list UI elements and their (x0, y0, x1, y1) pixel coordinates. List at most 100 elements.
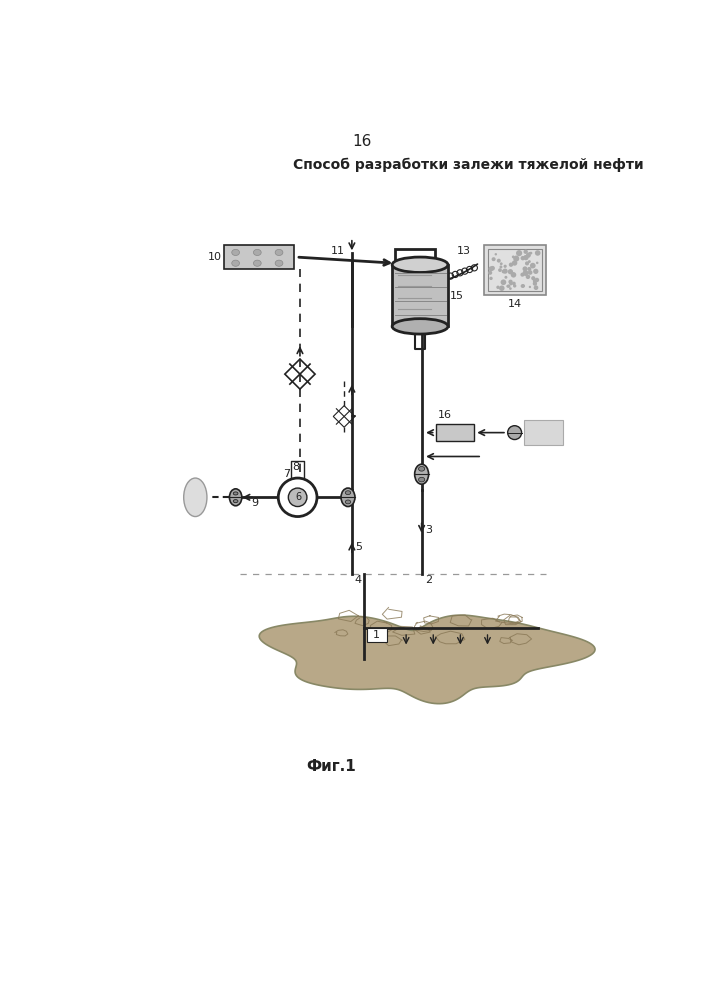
Bar (392, 265, 448, 326)
Text: 7: 7 (284, 469, 291, 479)
Circle shape (530, 252, 532, 254)
Ellipse shape (414, 464, 428, 484)
Ellipse shape (184, 478, 207, 517)
Bar (524, 420, 563, 445)
Ellipse shape (232, 260, 240, 266)
Circle shape (503, 269, 508, 274)
Text: 1: 1 (373, 630, 380, 640)
Ellipse shape (419, 477, 425, 482)
Text: 15: 15 (450, 291, 464, 301)
Circle shape (521, 284, 525, 288)
Circle shape (535, 250, 540, 256)
Circle shape (501, 279, 506, 285)
Circle shape (513, 284, 516, 288)
Circle shape (496, 286, 500, 289)
Text: Способ разработки залежи тяжелой нефти: Способ разработки залежи тяжелой нефти (293, 158, 643, 172)
Text: 2: 2 (426, 575, 433, 585)
Circle shape (527, 255, 530, 258)
Circle shape (528, 270, 532, 275)
Text: 9: 9 (252, 498, 259, 508)
Circle shape (489, 277, 493, 280)
Circle shape (516, 250, 522, 256)
Ellipse shape (230, 489, 242, 506)
Circle shape (529, 286, 531, 288)
Circle shape (533, 279, 537, 283)
Circle shape (491, 257, 496, 261)
Text: 10: 10 (208, 252, 222, 262)
Circle shape (509, 263, 513, 267)
Text: 6: 6 (296, 492, 301, 502)
Circle shape (533, 281, 537, 286)
Circle shape (506, 285, 509, 288)
Ellipse shape (232, 249, 240, 256)
Circle shape (502, 270, 506, 273)
Circle shape (512, 282, 515, 285)
Circle shape (279, 478, 317, 517)
Circle shape (499, 285, 505, 291)
Bar (436, 424, 474, 441)
Circle shape (534, 278, 539, 282)
Circle shape (526, 253, 531, 258)
Circle shape (510, 272, 516, 278)
Ellipse shape (392, 319, 448, 334)
Text: Фиг.1: Фиг.1 (306, 759, 356, 774)
Text: 12: 12 (437, 278, 451, 288)
Ellipse shape (345, 500, 351, 504)
Text: 13: 13 (457, 246, 472, 256)
Circle shape (509, 282, 513, 285)
Text: 11: 11 (331, 246, 345, 256)
Bar (368, 628, 387, 642)
Circle shape (508, 269, 513, 274)
Ellipse shape (275, 260, 283, 266)
Circle shape (507, 284, 510, 288)
Circle shape (526, 275, 530, 279)
Ellipse shape (419, 467, 425, 471)
Circle shape (503, 265, 507, 268)
Ellipse shape (392, 257, 448, 272)
Circle shape (499, 265, 503, 268)
Polygon shape (259, 615, 595, 704)
Text: 3: 3 (426, 525, 433, 535)
Circle shape (524, 255, 527, 258)
Circle shape (522, 270, 528, 276)
Circle shape (536, 262, 539, 264)
Text: 4: 4 (354, 575, 361, 585)
Circle shape (527, 267, 532, 271)
Circle shape (520, 284, 525, 288)
Circle shape (533, 269, 539, 274)
Circle shape (498, 268, 502, 272)
Circle shape (489, 266, 493, 271)
Circle shape (512, 260, 518, 266)
Ellipse shape (253, 260, 261, 266)
Circle shape (523, 250, 528, 254)
Circle shape (534, 285, 538, 290)
Circle shape (490, 266, 495, 271)
Text: 14: 14 (508, 299, 522, 309)
Ellipse shape (233, 492, 238, 495)
Bar (395, 249, 435, 317)
Circle shape (495, 253, 497, 255)
Bar (488, 249, 542, 291)
Text: 8: 8 (293, 462, 300, 472)
Circle shape (528, 252, 531, 254)
Circle shape (533, 279, 537, 283)
Circle shape (520, 273, 525, 277)
Circle shape (523, 255, 529, 260)
Circle shape (500, 262, 503, 265)
Circle shape (504, 276, 508, 279)
Circle shape (497, 259, 501, 263)
Circle shape (488, 271, 492, 275)
Circle shape (525, 261, 529, 265)
Circle shape (513, 256, 520, 262)
Circle shape (520, 256, 525, 260)
Text: 16: 16 (352, 134, 372, 149)
Ellipse shape (345, 491, 351, 495)
Circle shape (528, 260, 531, 263)
Ellipse shape (341, 488, 355, 507)
Ellipse shape (508, 426, 522, 440)
Text: 16: 16 (438, 410, 452, 420)
Text: 5: 5 (355, 542, 362, 552)
Circle shape (509, 287, 512, 290)
Circle shape (288, 488, 307, 507)
Ellipse shape (233, 500, 238, 503)
